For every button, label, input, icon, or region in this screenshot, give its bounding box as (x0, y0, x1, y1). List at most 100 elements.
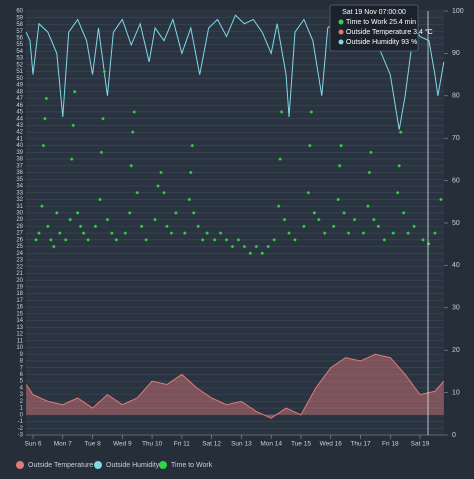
point (336, 197, 340, 202)
point (153, 217, 157, 222)
y-tick-label: 26 (16, 237, 23, 243)
y-tick-label: 29 (16, 217, 23, 223)
point (41, 143, 46, 148)
y-tick-label: 17 (16, 298, 23, 304)
y-tick-label: 12 (16, 332, 23, 338)
point (34, 238, 38, 242)
x-tick-label: Sun 6 (24, 441, 41, 448)
point (412, 224, 416, 229)
point (266, 244, 270, 249)
point (205, 231, 209, 235)
y-tick-label: 20 (16, 278, 23, 284)
y-tick-label: 15 (16, 311, 23, 317)
point (64, 238, 68, 242)
point (323, 231, 327, 235)
point (52, 244, 56, 249)
y-tick-label: 9 (20, 352, 24, 358)
y-tick-label: 48 (16, 89, 23, 95)
point (46, 224, 50, 229)
x-tick-label: Mon 14 (260, 441, 282, 448)
point (174, 211, 178, 215)
legend-icon[interactable] (16, 461, 24, 469)
point (75, 211, 80, 215)
x-tick-label: Tue 8 (84, 441, 101, 448)
legend: Outside Temperature Outside Humidity Tim… (16, 461, 213, 469)
y-tick-label: 38 (16, 157, 23, 163)
y2-tick-label: 40 (452, 262, 460, 269)
point (293, 238, 297, 242)
legend-label[interactable]: Outside Humidity (106, 462, 160, 469)
y-tick-label: 25 (16, 244, 23, 250)
y-tick-label: 19 (16, 285, 23, 291)
y-tick-label: 0 (20, 412, 24, 418)
y2-tick-label: 10 (452, 389, 460, 396)
y-tick-label: -2 (18, 426, 24, 432)
y-tick-label: 27 (16, 231, 23, 237)
y-tick-label: 37 (16, 163, 23, 169)
y-tick-label: 1 (20, 406, 24, 412)
point (129, 164, 133, 168)
y-tick-label: 55 (16, 42, 23, 48)
y-tick-label: 6 (20, 372, 24, 378)
y2-tick-label: 50 (452, 220, 460, 227)
y-tick-label: 49 (16, 83, 23, 89)
point (433, 231, 437, 235)
point (86, 238, 90, 242)
legend-label[interactable]: Time to Work (171, 462, 213, 469)
y-tick-label: 33 (16, 190, 23, 196)
point (114, 238, 119, 242)
point (376, 224, 381, 229)
point (272, 238, 276, 242)
point (254, 244, 258, 249)
point (369, 150, 373, 155)
legend-icon[interactable] (159, 461, 167, 469)
tooltip-box (329, 4, 419, 52)
point (242, 244, 247, 249)
y-tick-label: 35 (16, 177, 23, 183)
y2-tick-label: 60 (452, 177, 460, 184)
point (55, 211, 59, 215)
legend-icon[interactable] (94, 461, 102, 469)
y-tick-label: 7 (20, 365, 24, 371)
point (372, 217, 376, 222)
y-tick-label: -1 (18, 419, 24, 425)
y-tick-label: 4 (20, 385, 24, 391)
x-tick-label: Fri 18 (382, 441, 399, 448)
x-tick-label: Wed 16 (320, 441, 343, 448)
point (139, 224, 144, 229)
line (25, 14, 445, 130)
y-tick-label: 5 (20, 379, 24, 385)
point (132, 110, 136, 114)
point (101, 116, 105, 121)
y-tick-label: 51 (16, 69, 23, 75)
tooltip-item: Outside Temperature 3.4 °C (346, 28, 433, 36)
y-tick-label: 18 (16, 291, 23, 297)
plot-area (26, 11, 444, 435)
point (224, 238, 229, 242)
point (287, 231, 291, 235)
point (68, 217, 72, 222)
y-tick-label: 10 (16, 345, 23, 351)
point (212, 238, 217, 242)
point (367, 170, 372, 175)
point (366, 204, 370, 208)
point (123, 231, 127, 235)
point (312, 211, 317, 215)
point (135, 191, 139, 195)
point (192, 211, 196, 215)
point (282, 217, 287, 222)
point (337, 164, 342, 168)
y-tick-label: 46 (16, 103, 23, 109)
point (396, 191, 400, 195)
point (44, 96, 49, 101)
y2-tick-label: 80 (452, 93, 460, 100)
y-tick-label: 21 (16, 271, 23, 277)
y-tick-label: 13 (16, 325, 23, 331)
point (309, 110, 314, 114)
y-tick-label: 58 (16, 22, 23, 28)
y-tick-label: 11 (17, 338, 24, 344)
legend-label[interactable]: Outside Temperature (28, 462, 93, 469)
plot: -3-2-10123456789101112131415161718192021… (16, 8, 463, 448)
y-tick-label: 52 (16, 62, 23, 68)
